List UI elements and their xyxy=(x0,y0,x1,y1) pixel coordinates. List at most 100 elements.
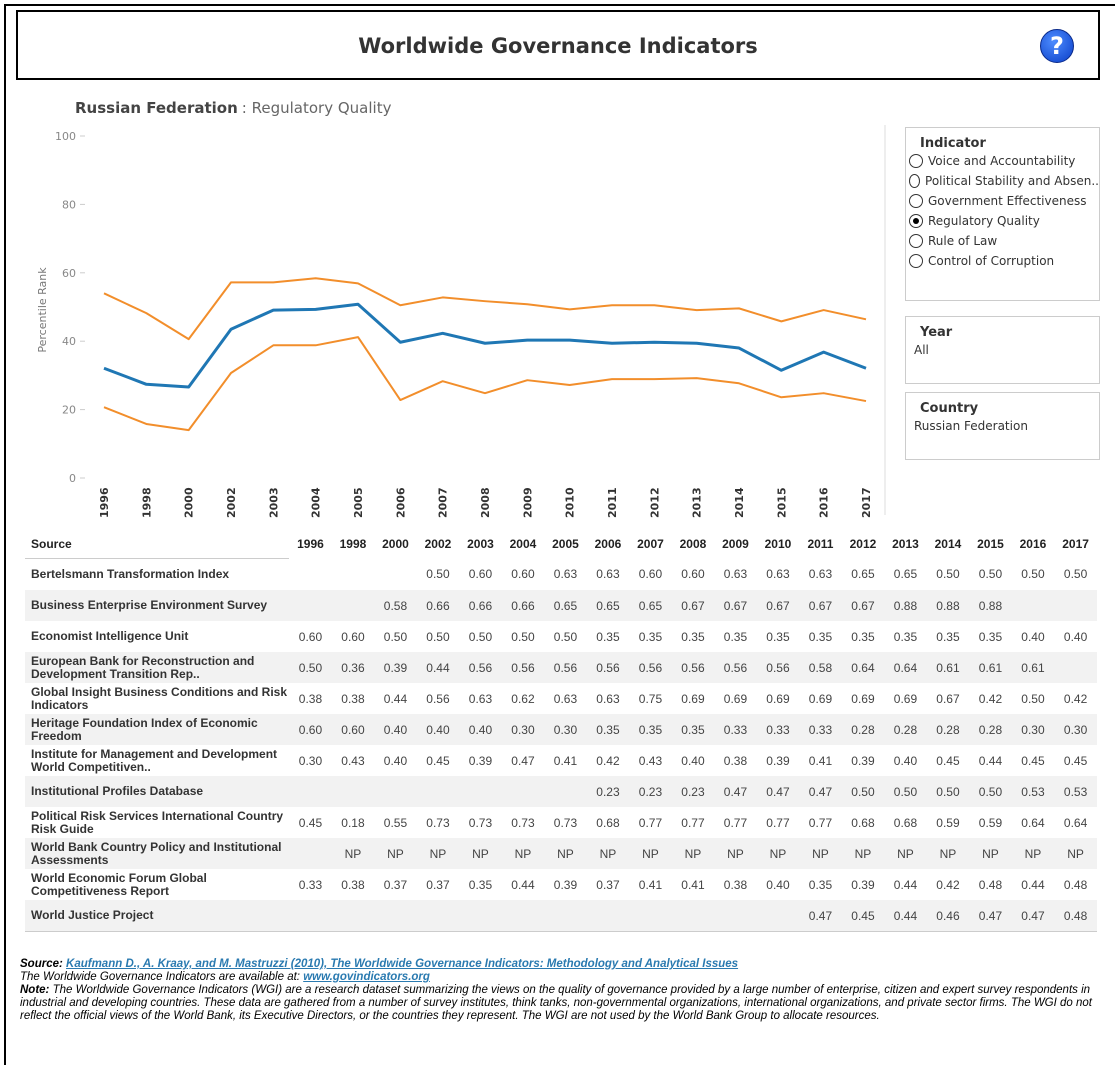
table-cell: 0.56 xyxy=(756,652,800,683)
available-link[interactable]: www.govindicators.org xyxy=(303,971,430,983)
table-cell: 0.23 xyxy=(671,776,715,807)
table-cell: 0.56 xyxy=(426,691,450,706)
table-cell: 0.53 xyxy=(1011,776,1055,807)
radio-option[interactable]: Control of Corruption xyxy=(909,251,1099,271)
radio-option[interactable]: Rule of Law xyxy=(909,231,1099,251)
table-cell: 0.73 xyxy=(553,815,578,830)
radio-button[interactable] xyxy=(909,174,921,188)
table-cell: 0.37 xyxy=(596,877,620,892)
table-cell: 0.50 xyxy=(553,629,578,644)
table-cell: 0.38 xyxy=(341,691,365,706)
table-cell: 0.73 xyxy=(426,815,450,830)
table-cell: 0.69 xyxy=(681,691,705,706)
radio-button[interactable] xyxy=(909,154,923,168)
table-cell: 0.50 xyxy=(468,629,493,644)
table-cell: 0.47 xyxy=(1011,900,1055,932)
table-cell xyxy=(289,776,332,807)
column-header: 2000 xyxy=(382,537,409,552)
table-cell: 0.30 xyxy=(298,753,323,768)
source-name: Heritage Foundation Index of Economic Fr… xyxy=(25,714,290,745)
table-cell: 0.41 xyxy=(808,753,833,768)
x-tick-label: 2004 xyxy=(310,487,323,518)
radio-button[interactable] xyxy=(909,254,923,268)
radio-option[interactable]: Voice and Accountability xyxy=(909,151,1099,171)
x-tick-label: 2010 xyxy=(564,487,577,518)
table-cell: 0.35 xyxy=(978,629,1003,644)
table-cell: 0.63 xyxy=(553,567,578,582)
x-tick-label: 2015 xyxy=(775,487,788,518)
line xyxy=(103,336,867,432)
y-tick-label: 80 xyxy=(62,198,76,211)
table-row: Global Insight Business Conditions and R… xyxy=(25,683,1097,714)
column-header: 2007 xyxy=(637,537,664,552)
source-name: World Bank Country Policy and Institutio… xyxy=(25,838,290,869)
table-cell: 0.56 xyxy=(501,652,545,683)
table-cell: 0.45 xyxy=(426,753,450,768)
table-cell: 0.56 xyxy=(544,652,587,683)
radio-option[interactable]: Government Effectiveness xyxy=(909,191,1099,211)
table-cell: 0.38 xyxy=(341,877,365,892)
table-cell xyxy=(289,590,332,621)
y-tick-label: 60 xyxy=(62,267,76,280)
source-line: Source: Kaufmann D., A. Kraay, and M. Ma… xyxy=(20,958,1100,971)
radio-label: Regulatory Quality xyxy=(928,214,1040,228)
table-cell: 0.67 xyxy=(799,590,842,621)
table-cell: 0.39 xyxy=(374,652,417,683)
table-cell: 0.67 xyxy=(714,590,757,621)
table-cell: 0.61 xyxy=(1011,652,1055,683)
table-cell: 0.56 xyxy=(586,652,630,683)
table-cell: 0.39 xyxy=(468,753,493,768)
help-button[interactable]: ? xyxy=(1040,29,1074,63)
filter-title: Country xyxy=(920,401,979,416)
table-cell xyxy=(374,776,417,807)
header-row: Source 1996 1998 2000 2002 2003 2004 2005 2006 20… xyxy=(25,530,1097,559)
table-cell: 0.47 xyxy=(714,776,757,807)
table-cell xyxy=(332,559,375,591)
country-filter: Country Russian Federation xyxy=(905,392,1100,460)
table-cell: 0.68 xyxy=(851,815,875,830)
table-cell: 0.69 xyxy=(723,691,748,706)
chart-subtitle: : Regulatory Quality xyxy=(242,99,392,117)
table-cell: 0.58 xyxy=(374,590,417,621)
radio-option[interactable]: Political Stability and Absen.. xyxy=(909,171,1099,191)
table-row: Political Risk Services International Co… xyxy=(25,807,1097,838)
table-row: European Bank for Reconstruction and Dev… xyxy=(25,652,1097,683)
table-cell xyxy=(1054,590,1097,621)
column-header: 2012 xyxy=(849,537,877,552)
table-cell: 0.69 xyxy=(808,691,833,706)
table-cell: NP xyxy=(756,838,800,869)
table-cell xyxy=(289,900,332,932)
table-cell: 0.50 xyxy=(969,776,1012,807)
table-cell: 0.60 xyxy=(298,629,323,644)
table-cell: 0.30 xyxy=(1054,714,1097,745)
radio-button[interactable] xyxy=(909,194,923,208)
table-cell: 0.50 xyxy=(936,567,960,582)
table-cell xyxy=(671,900,715,932)
filter-value[interactable]: Russian Federation xyxy=(914,419,1028,433)
table-cell: 0.50 xyxy=(383,629,408,644)
table-cell: 0.38 xyxy=(723,877,748,892)
table-cell: 0.39 xyxy=(851,753,875,768)
table-cell: 0.40 xyxy=(459,714,502,745)
table-cell xyxy=(501,776,545,807)
year-filter: Year All xyxy=(905,316,1100,384)
table-cell: 0.35 xyxy=(808,629,833,644)
table-cell: 0.46 xyxy=(926,900,970,932)
radio-button[interactable] xyxy=(909,234,923,248)
chart-title: Russian Federation: Regulatory Quality xyxy=(75,99,392,117)
source-link[interactable]: Kaufmann D., A. Kraay, and M. Mastruzzi … xyxy=(66,958,739,970)
source-name: Institutional Profiles Database xyxy=(25,776,290,807)
table-cell: 0.60 xyxy=(289,714,332,745)
radio-option[interactable]: Regulatory Quality xyxy=(909,211,1099,231)
table-cell: 0.59 xyxy=(936,815,960,830)
radio-button[interactable] xyxy=(909,214,923,228)
filter-value[interactable]: All xyxy=(914,343,929,357)
table-row: World Economic Forum Global Competitiven… xyxy=(25,869,1097,900)
x-tick-label: 2002 xyxy=(225,487,238,518)
note-text: The Worldwide Governance Indicators (WGI… xyxy=(20,984,1092,1022)
table-cell: 0.60 xyxy=(638,567,663,582)
table-cell: 0.35 xyxy=(586,714,630,745)
table-cell: 0.60 xyxy=(341,629,365,644)
table-cell: 0.36 xyxy=(331,652,375,683)
